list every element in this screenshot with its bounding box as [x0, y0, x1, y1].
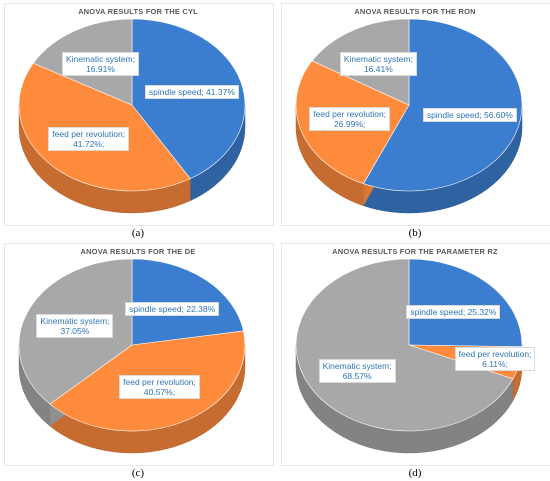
chart-panel-de: ANOVA RESULTS FOR THE DE (c) spindle spe… — [4, 243, 274, 480]
data-label-spindle-speed: spindle speed; 25.32% — [406, 304, 501, 319]
data-label-feed-per-revolution: feed per revolution; 6.11%; — [454, 347, 536, 372]
data-label-feed-per-revolution: feed per revolution; 26.99%; — [309, 107, 391, 132]
data-label-feed-per-revolution: feed per revolution; 41.72%; — [48, 127, 130, 151]
data-label-kinematic-system: Kinematic system; 68.57% — [318, 359, 396, 384]
chart-panel-ron: ANOVA RESULTS FOR THE RON (b) spindle sp… — [281, 3, 550, 240]
chart-title: ANOVA RESULTS FOR THE PARAMETER RZ — [332, 247, 498, 256]
pie-slice-spindle-speed — [363, 18, 523, 192]
data-label-kinematic-system: Kinematic system; 37.05% — [36, 314, 114, 339]
data-label-kinematic-system: Kinematic system; 16.91% — [62, 52, 139, 77]
chart-panel-rz: ANOVA RESULTS FOR THE PARAMETER RZ (d) s… — [281, 243, 550, 480]
chart-title: ANOVA RESULTS FOR THE CYL — [78, 7, 198, 16]
data-label-spindle-speed: spindle speed; 41.37% — [144, 85, 239, 100]
data-label-feed-per-revolution: feed per revolution; 40.57%; — [119, 375, 200, 400]
panel-caption: (b) — [408, 227, 422, 239]
data-label-spindle-speed: spindle speed; 22.38% — [125, 301, 220, 316]
pie-slice-spindle-speed — [408, 258, 523, 348]
chart-panel-cyl: ANOVA RESULTS FOR THE CYL (a) spindle sp… — [4, 3, 274, 240]
data-label-spindle-speed: spindle speed; 56.60% — [422, 107, 517, 122]
chart-title: ANOVA RESULTS FOR THE DE — [80, 247, 196, 256]
pie-chart — [18, 18, 246, 214]
panel-caption: (d) — [408, 467, 422, 479]
panel-caption: (a) — [131, 227, 145, 239]
chart-title: ANOVA RESULTS FOR THE RON — [354, 7, 476, 16]
pie-chart — [295, 258, 523, 454]
pie-slice-kinematic-system — [295, 258, 514, 432]
data-label-kinematic-system: Kinematic system; 16.41% — [339, 51, 417, 76]
panel-caption: (c) — [131, 467, 145, 479]
pie-chart — [18, 258, 246, 454]
